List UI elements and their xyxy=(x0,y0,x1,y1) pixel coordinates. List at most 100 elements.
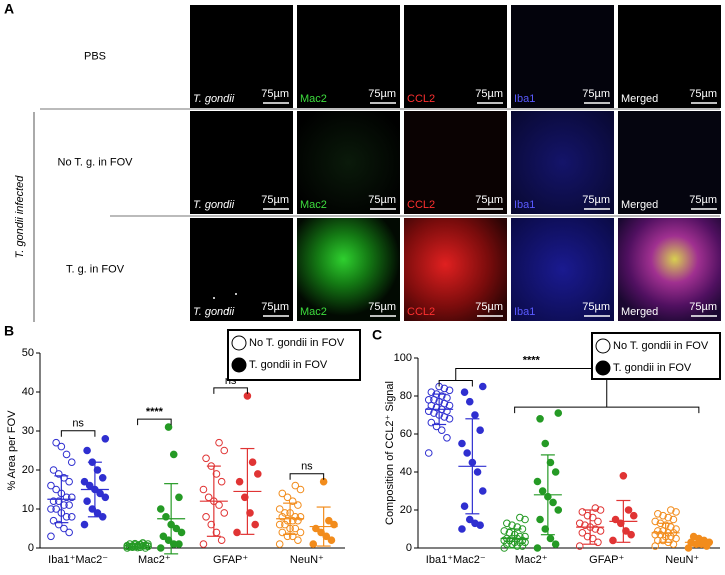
micrograph xyxy=(297,111,400,214)
data-point xyxy=(432,422,441,431)
data-point xyxy=(93,466,102,474)
data-point xyxy=(445,415,454,423)
data-point xyxy=(215,438,223,447)
data-point xyxy=(67,513,76,521)
data-point xyxy=(80,477,89,486)
data-point xyxy=(283,516,292,525)
data-point xyxy=(80,520,89,529)
data-point xyxy=(460,502,469,511)
data-point xyxy=(516,513,524,522)
panel-a: PBS T. gondii 75µm Mac2 75µm CCL2 75µm Iba1 75µm… xyxy=(14,5,721,322)
data-point xyxy=(156,544,165,552)
data-point xyxy=(588,534,597,543)
data-point xyxy=(275,520,284,529)
parasite xyxy=(227,309,229,311)
data-point xyxy=(220,509,229,517)
y-tick-label: 100 xyxy=(394,352,412,364)
channel-label: Iba1 xyxy=(514,93,535,105)
data-point xyxy=(54,520,63,529)
scale-bar-label: 75µm xyxy=(261,88,289,100)
data-point xyxy=(659,511,667,520)
data-point xyxy=(651,517,660,526)
channel-label: CCL2 xyxy=(407,199,435,211)
data-point xyxy=(513,523,522,531)
data-point xyxy=(609,536,617,545)
micrograph xyxy=(190,5,293,108)
data-point xyxy=(246,509,254,517)
data-point xyxy=(516,532,524,541)
data-point xyxy=(624,506,633,514)
data-point xyxy=(578,529,587,537)
data-point xyxy=(500,527,509,535)
y-tick-label: 10 xyxy=(22,503,34,515)
channel-label: Merged xyxy=(621,93,658,105)
data-point xyxy=(294,501,302,509)
scale-bar-label: 75µm xyxy=(475,301,503,313)
data-point xyxy=(473,468,482,476)
data-point xyxy=(664,513,673,522)
data-point xyxy=(551,540,560,549)
data-point xyxy=(278,528,287,537)
data-point xyxy=(583,511,592,520)
data-point xyxy=(54,497,63,506)
panel-label: B xyxy=(4,323,14,339)
data-point xyxy=(546,534,555,543)
bracket xyxy=(213,387,248,394)
data-point xyxy=(518,542,527,550)
data-point xyxy=(202,454,210,463)
data-point xyxy=(554,409,563,417)
data-point xyxy=(424,396,433,404)
data-point xyxy=(241,493,249,502)
significance-label: **** xyxy=(146,406,164,418)
data-point xyxy=(67,458,76,467)
data-point xyxy=(327,536,336,545)
scale-bar-label: 75µm xyxy=(689,194,717,206)
channel-label: Mac2 xyxy=(300,199,327,211)
data-point xyxy=(101,435,110,443)
scale-bar-label: 75µm xyxy=(261,194,289,206)
micrograph xyxy=(404,218,507,321)
x-tick-label: GFAP⁺ xyxy=(213,554,248,566)
bracket xyxy=(60,430,96,437)
row-label: PBS xyxy=(84,50,106,62)
data-point xyxy=(52,485,60,494)
data-point xyxy=(533,477,542,486)
data-point xyxy=(62,513,71,521)
data-point xyxy=(220,446,229,455)
data-point xyxy=(596,506,605,514)
y-tick-label: 50 xyxy=(22,347,34,359)
data-point xyxy=(503,519,511,528)
x-tick-label: Mac2⁺ xyxy=(138,554,171,566)
data-point xyxy=(253,470,262,478)
panel-label: A xyxy=(4,1,14,17)
data-point xyxy=(47,505,55,513)
micrograph xyxy=(618,5,721,108)
scale-bar-label: 75µm xyxy=(689,88,717,100)
data-point xyxy=(212,470,221,478)
legend-label: T. gondii in FOV xyxy=(249,359,328,371)
data-point xyxy=(533,544,542,552)
legend-marker xyxy=(231,357,247,373)
legend-box xyxy=(227,329,361,381)
data-point xyxy=(513,542,522,550)
data-point xyxy=(588,513,597,522)
micrograph xyxy=(404,111,507,214)
data-point xyxy=(541,525,550,533)
panel-label: C xyxy=(372,327,382,343)
data-point xyxy=(199,485,208,494)
y-tick-label: 0 xyxy=(28,542,34,554)
legend-marker xyxy=(231,335,247,351)
data-point xyxy=(627,530,635,539)
data-point xyxy=(278,513,287,521)
data-point xyxy=(443,434,451,442)
channel-label: Merged xyxy=(621,306,658,318)
data-point xyxy=(288,497,297,506)
data-point xyxy=(583,532,592,541)
data-point xyxy=(521,532,529,541)
data-point xyxy=(60,524,68,533)
data-point xyxy=(427,418,436,427)
row-label: No T. g. in FOV xyxy=(58,156,134,168)
data-point xyxy=(594,517,602,526)
scale-bar-label: 75µm xyxy=(475,88,503,100)
